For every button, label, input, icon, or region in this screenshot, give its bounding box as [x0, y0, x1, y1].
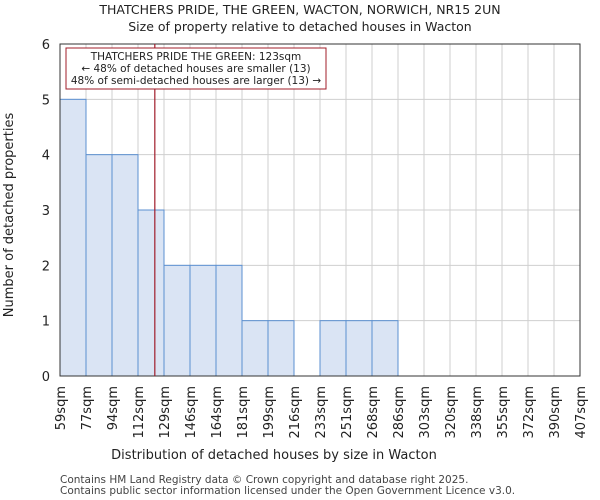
annotation-line: ← 48% of detached houses are smaller (13…	[81, 63, 310, 75]
x-tick-label: 251sqm	[340, 386, 355, 439]
x-tick-label: 216sqm	[288, 386, 303, 439]
footer-line-1: Contains HM Land Registry data © Crown c…	[60, 474, 469, 486]
bar	[319, 320, 347, 377]
y-tick-label: 5	[42, 93, 50, 108]
chart-subtitle: Size of property relative to detached ho…	[128, 19, 471, 34]
x-tick-label: 390sqm	[548, 386, 563, 439]
bar	[189, 264, 217, 377]
x-tick-label: 372sqm	[522, 386, 537, 439]
x-tick-label: 355sqm	[496, 386, 511, 439]
y-tick-label: 0	[42, 370, 50, 385]
x-tick-label: 320sqm	[444, 386, 459, 439]
bars	[59, 98, 399, 377]
bar	[371, 320, 399, 377]
x-tick-label: 199sqm	[262, 386, 277, 439]
y-axis-ticks: 0 1 2 3 4 5 6	[42, 38, 50, 385]
annotation-box	[65, 47, 327, 90]
annotation-line: 48% of semi-detached houses are larger (…	[71, 75, 322, 87]
bar	[137, 209, 165, 377]
x-tick-label: 181sqm	[236, 386, 251, 439]
x-tick-label: 268sqm	[366, 386, 381, 439]
plot-frame	[59, 43, 581, 377]
y-axis-label: Number of detached properties	[2, 113, 17, 318]
x-tick-label: 129sqm	[158, 386, 173, 439]
y-tick-label: 1	[42, 315, 50, 330]
x-tick-label: 233sqm	[314, 386, 329, 439]
bar	[163, 264, 191, 377]
x-tick-label: 338sqm	[470, 386, 485, 439]
x-tick-label: 164sqm	[210, 386, 225, 439]
bar	[267, 320, 295, 377]
x-tick-label: 303sqm	[418, 386, 433, 439]
y-tick-label: 4	[42, 149, 50, 164]
footer-line-2: Contains public sector information licen…	[60, 485, 516, 497]
x-tick-label: 59sqm	[54, 386, 69, 430]
x-tick-label: 77sqm	[80, 386, 95, 430]
bar	[85, 154, 113, 377]
x-axis-label: Distribution of detached houses by size …	[111, 448, 437, 463]
annotation-line: THATCHERS PRIDE THE GREEN: 123sqm	[90, 51, 302, 63]
bar	[59, 98, 87, 377]
bar	[111, 154, 139, 377]
x-axis-ticks: 59sqm 77sqm 94sqm 112sqm 129sqm 146sqm 164sqm 1…	[54, 386, 589, 439]
axes	[59, 43, 581, 377]
y-tick-label: 2	[42, 259, 50, 274]
x-tick-label: 112sqm	[132, 386, 147, 439]
bar	[241, 320, 269, 377]
chart-title: THATCHERS PRIDE, THE GREEN, WACTON, NORW…	[98, 2, 500, 17]
x-tick-label: 286sqm	[392, 386, 407, 439]
bar	[215, 264, 243, 377]
bar	[345, 320, 373, 377]
y-tick-label: 3	[42, 204, 50, 219]
x-tick-label: 407sqm	[574, 386, 589, 439]
y-tick-label: 6	[42, 38, 50, 53]
x-tick-label: 94sqm	[106, 386, 121, 430]
property-marker: THATCHERS PRIDE THE GREEN: 123sqm← 48% o…	[65, 44, 327, 376]
x-tick-label: 146sqm	[184, 386, 199, 439]
